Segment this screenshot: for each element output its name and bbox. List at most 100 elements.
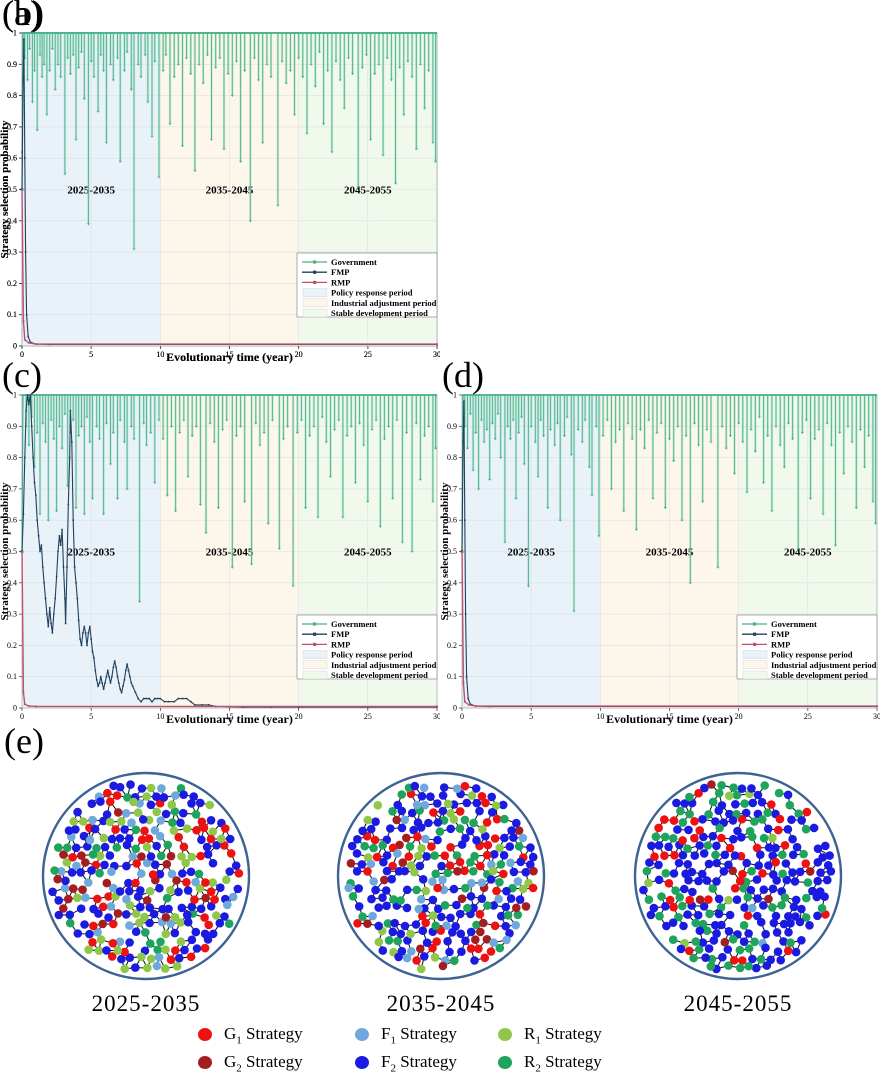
svg-text:20: 20 xyxy=(295,350,303,359)
network-2045-2055: 2045-2055 xyxy=(628,766,848,1017)
svg-text:10: 10 xyxy=(596,712,604,721)
svg-text:FMP: FMP xyxy=(771,629,789,639)
g2-strategy-marker xyxy=(198,1055,212,1069)
svg-text:FMP: FMP xyxy=(331,629,349,639)
x-axis-label: Evolutionary time (year) xyxy=(606,712,733,726)
svg-text:20: 20 xyxy=(735,712,743,721)
svg-text:Stable development period: Stable development period xyxy=(331,308,428,318)
svg-text:0.9: 0.9 xyxy=(7,60,17,69)
svg-text:FMP: FMP xyxy=(331,267,349,277)
svg-text:0.1: 0.1 xyxy=(7,310,17,319)
svg-text:2045-2055: 2045-2055 xyxy=(344,547,392,559)
svg-text:Stable development period: Stable development period xyxy=(771,670,868,680)
svg-text:1: 1 xyxy=(453,391,457,400)
svg-text:25: 25 xyxy=(364,712,372,721)
network-nodes xyxy=(48,780,244,974)
svg-text:0.4: 0.4 xyxy=(447,578,457,587)
y-axis-label: Strategy selection probability xyxy=(0,120,11,258)
government-series xyxy=(460,394,877,613)
svg-text:0.2: 0.2 xyxy=(447,641,457,650)
svg-text:0.2: 0.2 xyxy=(7,279,17,288)
svg-text:2025-2035: 2025-2035 xyxy=(507,547,555,559)
svg-text:RMP: RMP xyxy=(331,277,350,287)
panel-e: (e) 2025-2035 2035-2045 2045-2055 G1 Str… xyxy=(0,721,880,1078)
svg-text:RMP: RMP xyxy=(331,639,350,649)
panel-e-letter: (e) xyxy=(4,721,44,761)
svg-text:0.3: 0.3 xyxy=(7,610,17,619)
svg-text:2045-2055: 2045-2055 xyxy=(344,185,392,197)
network-2025-2035-graph xyxy=(41,771,251,981)
legend-label: F1 Strategy xyxy=(381,1024,457,1047)
network-caption: 2045-2055 xyxy=(683,991,793,1016)
svg-text:0.6: 0.6 xyxy=(7,154,17,163)
svg-text:0.3: 0.3 xyxy=(447,610,457,619)
svg-text:0.1: 0.1 xyxy=(7,672,17,681)
svg-text:2035-2045: 2035-2045 xyxy=(646,547,694,559)
svg-text:0: 0 xyxy=(20,712,24,721)
svg-text:RMP: RMP xyxy=(771,639,790,649)
svg-text:0.5: 0.5 xyxy=(7,185,17,194)
legend-item-r1-strategy: R1 Strategy xyxy=(498,1024,602,1046)
svg-text:2025-2035: 2025-2035 xyxy=(67,185,115,197)
svg-text:2045-2055: 2045-2055 xyxy=(784,547,832,559)
svg-text:15: 15 xyxy=(666,712,674,721)
svg-text:0.9: 0.9 xyxy=(447,422,457,431)
svg-text:0.4: 0.4 xyxy=(7,216,17,225)
network-2045-2055-graph xyxy=(633,771,843,981)
svg-text:Policy response period: Policy response period xyxy=(331,650,413,660)
panel-b: (b) 2025-2035 2035-2045 2045-2055 0 5 10 15 20 2… xyxy=(0,0,440,365)
svg-text:0.5: 0.5 xyxy=(447,547,457,556)
svg-text:Stable development period: Stable development period xyxy=(331,670,428,680)
svg-text:0.1: 0.1 xyxy=(447,672,457,681)
f2-strategy-marker xyxy=(355,1055,369,1069)
x-axis-label: Evolutionary time (year) xyxy=(166,350,293,364)
svg-text:15: 15 xyxy=(226,350,234,359)
gridlines xyxy=(462,395,877,708)
panel-c: (c) 2025-2035 2035-2045 2045-2055 0 5 10 15 20 2… xyxy=(0,355,440,727)
svg-text:1: 1 xyxy=(13,29,17,38)
svg-text:Government: Government xyxy=(771,619,817,629)
legend-label: F2 Strategy xyxy=(381,1052,457,1075)
legend-item-r2-strategy: R2 Strategy xyxy=(498,1052,602,1074)
axes: 0 5 10 15 20 25 30 0 0.1 0.2 0.3 0.4 0.5 0.6 0.7 0.8 0.9… xyxy=(7,29,440,360)
svg-text:0.7: 0.7 xyxy=(7,122,17,131)
svg-text:30: 30 xyxy=(433,350,440,359)
svg-text:0.8: 0.8 xyxy=(447,453,457,462)
svg-text:Industrial adjustment period: Industrial adjustment period xyxy=(331,298,437,308)
svg-text:Government: Government xyxy=(331,619,377,629)
svg-text:30: 30 xyxy=(433,350,440,359)
svg-text:0: 0 xyxy=(13,342,17,351)
axes: 0 5 10 15 20 25 30 0 0.1 0.2 0.3 0.4 0.5 0.6 0.7 0.8 0.9… xyxy=(7,29,440,360)
svg-text:0.4: 0.4 xyxy=(7,578,17,587)
svg-text:5: 5 xyxy=(89,350,93,359)
network-caption: 2035-2045 xyxy=(386,991,496,1016)
svg-text:0.6: 0.6 xyxy=(7,154,17,163)
svg-text:1: 1 xyxy=(13,391,17,400)
svg-text:0.9: 0.9 xyxy=(7,422,17,431)
svg-text:0.4: 0.4 xyxy=(7,216,17,225)
svg-text:5: 5 xyxy=(89,350,93,359)
svg-text:2035-2045: 2035-2045 xyxy=(206,185,254,197)
legend-item-f2-strategy: F2 Strategy xyxy=(355,1052,457,1075)
y-axis-label: Strategy selection probability xyxy=(440,482,451,620)
panel-c-letter: (c) xyxy=(2,355,42,395)
svg-text:25: 25 xyxy=(364,350,372,359)
svg-text:30: 30 xyxy=(433,712,440,721)
x-axis-label: Evolutionary time (year) xyxy=(166,350,293,364)
y-axis-label: Strategy selection probability xyxy=(0,120,11,258)
svg-text:0: 0 xyxy=(13,342,17,351)
svg-text:0.2: 0.2 xyxy=(7,641,17,650)
panel-d: (d) 2025-2035 2035-2045 2045-2055 0 5 10 15 20 2… xyxy=(440,355,880,727)
f1-strategy-marker xyxy=(355,1027,369,1041)
svg-text:0: 0 xyxy=(20,350,24,359)
svg-text:0.7: 0.7 xyxy=(7,484,17,493)
rmp-series xyxy=(21,188,438,345)
svg-text:15: 15 xyxy=(226,350,234,359)
